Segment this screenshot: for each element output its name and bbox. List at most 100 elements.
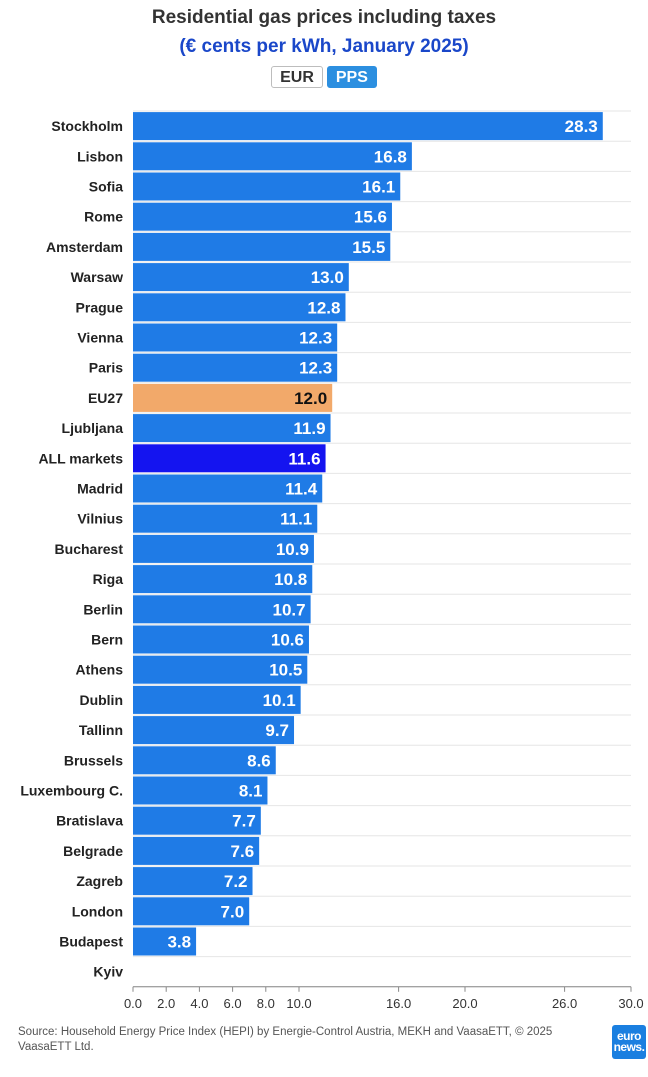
value-label: 7.6 — [231, 842, 255, 861]
bar — [133, 746, 276, 775]
value-label: 15.5 — [352, 238, 385, 257]
bar — [133, 534, 314, 563]
bar — [133, 323, 338, 352]
category-label: Lisbon — [77, 148, 123, 164]
bars: Stockholm 28.3 Lisbon 16.8 Sofia 16.1 Rome 15.6… — [20, 112, 603, 980]
category-label: Amsterdam — [46, 239, 123, 255]
category-label: ALL markets — [38, 450, 123, 466]
bar — [133, 202, 392, 231]
category-label: Budapest — [59, 934, 123, 950]
bar — [133, 172, 401, 201]
chart-subtitle: (€ cents per kWh, January 2025) — [179, 36, 469, 57]
bar — [133, 383, 333, 412]
category-label: Ljubljana — [62, 420, 124, 436]
bar — [133, 716, 295, 745]
x-tick-label: 26.0 — [552, 996, 577, 1011]
bar — [133, 806, 261, 835]
category-label: Athens — [76, 662, 124, 678]
value-label: 15.6 — [354, 208, 387, 227]
bar — [133, 504, 318, 533]
bar — [133, 112, 603, 141]
value-label: 11.4 — [285, 480, 318, 499]
category-label: Paris — [89, 360, 123, 376]
category-label: Kyiv — [93, 964, 123, 980]
category-label: Zagreb — [76, 873, 123, 889]
value-label: 13.0 — [311, 268, 344, 287]
value-label: 12.3 — [299, 329, 332, 348]
bar — [133, 263, 349, 292]
value-label: 8.1 — [239, 782, 263, 801]
category-label: Brussels — [64, 752, 123, 768]
category-label: Warsaw — [71, 269, 124, 285]
category-label: Vilnius — [77, 511, 123, 527]
category-label: Prague — [76, 299, 124, 315]
category-label: Tallinn — [79, 722, 123, 738]
value-label: 10.8 — [274, 570, 307, 589]
category-label: Riga — [93, 571, 124, 587]
value-label: 10.6 — [271, 631, 304, 650]
x-tick-label: 4.0 — [190, 996, 208, 1011]
value-label: 16.8 — [374, 147, 407, 166]
chart-title: Residential gas prices including taxes — [151, 7, 497, 28]
x-tick-label: 6.0 — [224, 996, 242, 1011]
category-label: Bern — [91, 632, 123, 648]
value-label: 10.1 — [263, 691, 296, 710]
bar — [133, 595, 311, 624]
category-label: Stockholm — [51, 118, 123, 134]
value-label: 8.6 — [247, 751, 271, 770]
x-tick-label: 16.0 — [386, 996, 411, 1011]
category-label: Bucharest — [55, 541, 124, 557]
bar — [133, 897, 250, 926]
x-axis: 0.0 2.0 4.0 6.0 8.0 10.0 16.0 20.0 26.0 30.0 — [124, 986, 644, 1011]
value-label: 7.7 — [232, 812, 256, 831]
logo-text-line2: news. — [613, 1040, 645, 1054]
value-label: 16.1 — [362, 178, 395, 197]
category-label: London — [72, 903, 123, 919]
category-label: Madrid — [77, 481, 123, 497]
bar — [133, 625, 309, 654]
bar — [133, 444, 326, 473]
value-label: 12.3 — [299, 359, 332, 378]
value-label: 9.7 — [265, 721, 289, 740]
category-label: Berlin — [83, 601, 123, 617]
value-label: 11.1 — [280, 510, 312, 529]
bar — [133, 776, 268, 805]
bar — [133, 414, 331, 443]
value-label: 10.5 — [269, 661, 302, 680]
category-label: Bratislava — [56, 813, 123, 829]
x-tick-label: 8.0 — [257, 996, 275, 1011]
value-label: 7.2 — [224, 872, 248, 891]
bar — [133, 836, 260, 865]
bar — [133, 142, 412, 171]
x-tick-label: 2.0 — [157, 996, 175, 1011]
grid-lines — [133, 110, 631, 988]
euronews-logo: euro news. — [612, 1025, 646, 1059]
bar — [133, 353, 338, 382]
value-label: 28.3 — [565, 117, 598, 136]
value-label: 12.0 — [294, 389, 327, 408]
category-label: EU27 — [88, 390, 123, 406]
bar — [133, 232, 391, 261]
bar — [133, 867, 253, 896]
category-label: Rome — [84, 209, 123, 225]
category-label: Sofia — [89, 179, 123, 195]
category-label: Belgrade — [63, 843, 123, 859]
x-tick-label: 10.0 — [286, 996, 311, 1011]
value-label: 11.6 — [288, 449, 320, 468]
category-label: Luxembourg C. — [20, 783, 123, 799]
x-tick-label: 30.0 — [618, 996, 643, 1011]
bar-chart: Stockholm 28.3 Lisbon 16.8 Sofia 16.1 Rome 15.6… — [20, 110, 644, 1011]
value-label: 7.0 — [221, 902, 245, 921]
value-label: 10.7 — [273, 600, 306, 619]
logo-text-line1: euro — [616, 1029, 642, 1043]
bar — [133, 565, 313, 594]
bar — [133, 685, 301, 714]
bar — [133, 655, 308, 684]
category-label: Vienna — [77, 330, 123, 346]
value-label: 3.8 — [167, 933, 191, 952]
source-note: Source: Household Energy Price Index (HE… — [18, 1026, 553, 1053]
bar — [133, 293, 346, 322]
pps-toggle-button[interactable]: PPS — [326, 66, 377, 88]
category-label: Dublin — [79, 692, 123, 708]
eur-toggle-button[interactable]: EUR — [271, 66, 323, 88]
